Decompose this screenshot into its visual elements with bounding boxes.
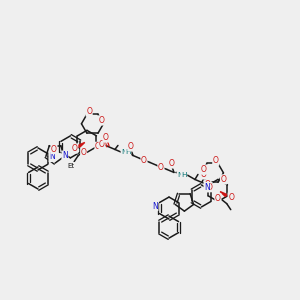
Text: O: O	[51, 145, 57, 154]
Text: O: O	[228, 193, 234, 202]
Polygon shape	[220, 191, 227, 196]
Text: Et: Et	[68, 163, 75, 169]
Text: O: O	[201, 170, 207, 179]
Text: O: O	[220, 175, 226, 184]
Text: N: N	[177, 172, 183, 178]
Text: H: H	[125, 149, 131, 155]
Text: O: O	[206, 183, 212, 192]
Text: O: O	[72, 144, 78, 153]
Text: N: N	[49, 152, 55, 161]
Text: N: N	[152, 202, 158, 211]
Text: H: H	[181, 172, 187, 178]
Text: O: O	[99, 140, 105, 149]
Text: N: N	[121, 149, 127, 155]
Text: O: O	[213, 156, 219, 165]
Text: O: O	[169, 159, 175, 168]
Text: N: N	[204, 183, 210, 192]
Text: N: N	[62, 151, 68, 160]
Text: O: O	[128, 142, 134, 151]
Text: O: O	[86, 107, 92, 116]
Text: O: O	[215, 194, 221, 202]
Text: O: O	[81, 148, 87, 157]
Text: O: O	[98, 116, 104, 125]
Polygon shape	[78, 142, 85, 148]
Text: O: O	[141, 156, 147, 165]
Text: O: O	[95, 142, 101, 151]
Text: O: O	[103, 133, 109, 142]
Text: O: O	[158, 163, 164, 172]
Text: O: O	[201, 165, 207, 174]
Text: O: O	[205, 180, 211, 189]
